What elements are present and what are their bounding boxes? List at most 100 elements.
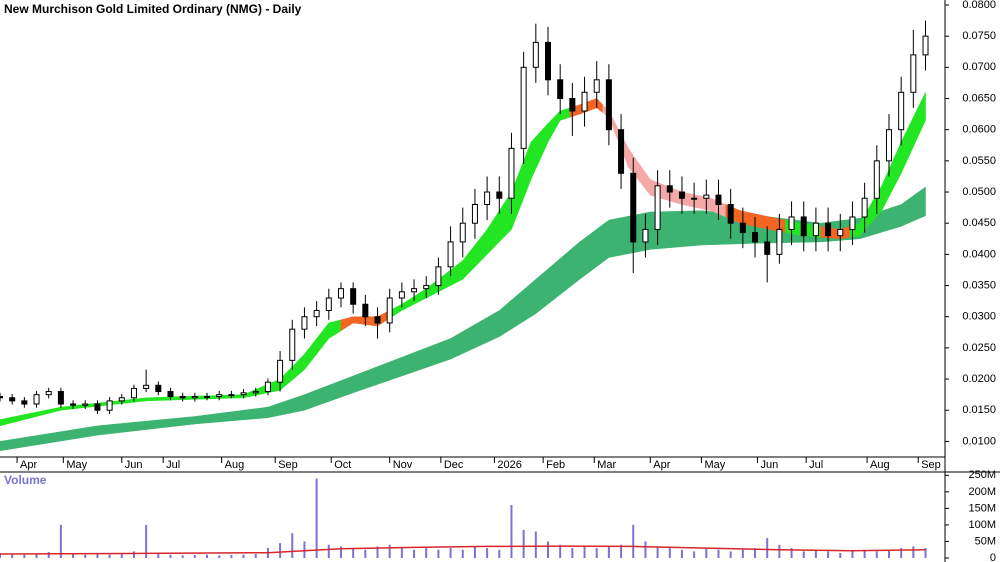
volume-bar (303, 541, 306, 558)
band-segment (340, 316, 366, 332)
candle-body (630, 172, 637, 243)
band-segment (48, 420, 147, 444)
x-tick-label: Jun (125, 459, 143, 471)
volume-bar (887, 549, 890, 558)
volume-bar (595, 548, 598, 558)
volume-bar (912, 546, 915, 558)
volume-bar (84, 554, 87, 558)
volume-bar (315, 478, 318, 558)
x-tick-label: Sep (278, 459, 298, 471)
candle-body (216, 394, 223, 398)
candle-body (362, 303, 369, 318)
band-segment (474, 294, 518, 349)
candle-body (618, 129, 625, 174)
candle-body (666, 185, 673, 193)
candle-body (106, 400, 113, 411)
volume-bar (291, 533, 294, 558)
volume-bar (132, 551, 135, 558)
candle-body (21, 400, 28, 405)
y-tick-label: 0.0350 (962, 279, 996, 291)
volume-bar (352, 548, 355, 558)
x-tick-label: Apr (20, 459, 37, 471)
candle-body (130, 387, 137, 399)
volume-bar (11, 554, 14, 558)
candle-body (569, 98, 576, 112)
candle-body (739, 222, 746, 234)
band-segment (316, 319, 342, 355)
candle-body (703, 194, 710, 199)
y-tick-label: 250M (968, 469, 996, 481)
volume-bar (47, 552, 50, 558)
band-segment (328, 366, 378, 402)
y-tick-label: 0.0650 (962, 92, 996, 104)
candle-body (898, 91, 905, 131)
y-tick-label: 100M (968, 519, 996, 531)
volume-bar (583, 546, 586, 558)
candle-body (691, 197, 698, 200)
volume-bar (717, 549, 720, 558)
volume-bar (400, 548, 403, 558)
candle-body (179, 396, 186, 399)
volume-bar (741, 549, 744, 558)
candle-body (922, 35, 929, 56)
candle-body (545, 41, 552, 81)
candle-body (94, 403, 101, 411)
candle-body (277, 359, 284, 383)
band-segment (629, 211, 677, 254)
volume-bar (814, 549, 817, 558)
volume-bar (120, 553, 123, 558)
candle-body (910, 54, 917, 93)
candle-body (715, 194, 722, 205)
candle-body (496, 191, 503, 199)
y-tick-label: 0.0550 (962, 155, 996, 167)
candle-body (885, 129, 892, 162)
candle-body (313, 309, 320, 318)
y-tick-label: 0.0400 (962, 248, 996, 260)
candle-body (57, 391, 64, 405)
volume-bar (802, 551, 805, 558)
volume-average-line (0, 545, 926, 555)
band-segment (539, 116, 555, 161)
volume-bar (839, 553, 842, 558)
candle-body (654, 185, 661, 230)
band-segment (913, 92, 926, 147)
band-segment (594, 215, 630, 269)
band-segment (0, 433, 49, 452)
candle-body (727, 203, 734, 224)
candle-body (289, 328, 296, 361)
candle-body (264, 381, 271, 393)
candle-body (471, 203, 478, 224)
volume-bar (376, 546, 379, 558)
candle-body (581, 91, 588, 112)
volume-bar (680, 549, 683, 558)
chart-title: New Murchison Gold Limited Ordinary (NMG… (4, 2, 302, 16)
x-tick-label: Sep (921, 459, 941, 471)
volume-bar (413, 549, 416, 558)
candle-body (532, 41, 539, 68)
volume-bar (157, 553, 160, 558)
candle-body (70, 403, 77, 406)
volume-bar (181, 555, 184, 558)
band-segment (377, 347, 427, 385)
band-segment (425, 324, 476, 368)
candle-body (0, 396, 3, 399)
volume-bar (827, 551, 830, 558)
volume-bar (522, 529, 525, 558)
candle-body (776, 228, 783, 255)
y-tick-label: 0.0750 (962, 30, 996, 42)
candle-body (9, 397, 16, 402)
y-tick-label: 50M (975, 535, 996, 547)
candle-body (837, 228, 844, 237)
x-tick-label: Jul (166, 459, 180, 471)
volume-bar (863, 549, 866, 558)
y-tick-label: 150M (968, 502, 996, 514)
volume-bar (339, 546, 342, 558)
volume-bar (473, 546, 476, 558)
band-segment (30, 402, 104, 419)
candle-body (593, 79, 600, 93)
volume-bar (900, 548, 903, 558)
y-tick-label: 0.0700 (962, 61, 996, 73)
band-segment (913, 186, 926, 222)
y-tick-label: 0.0100 (962, 435, 996, 447)
